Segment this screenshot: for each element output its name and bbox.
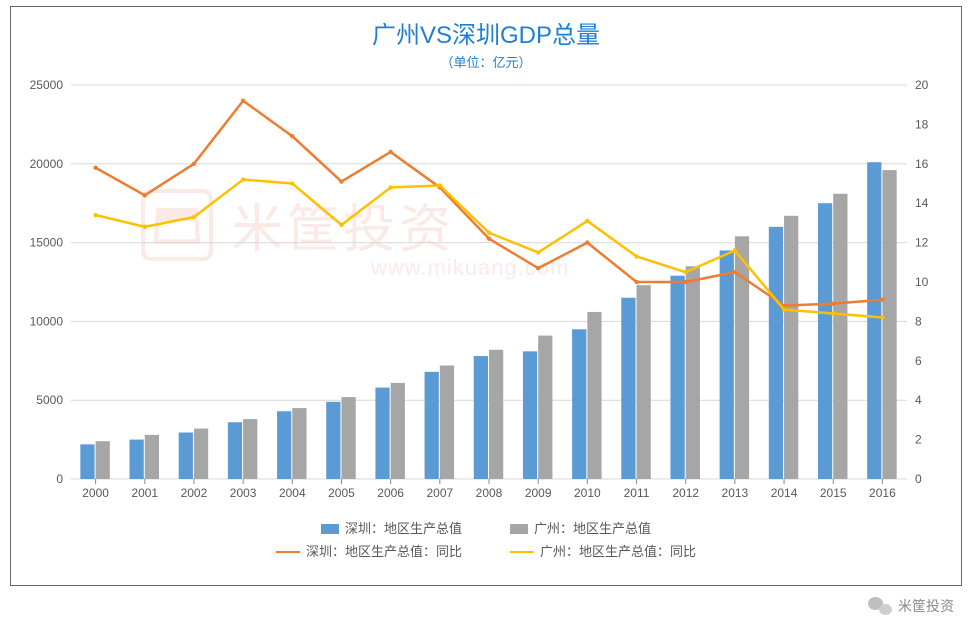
legend-item: 深圳：地区生产总值 <box>321 517 462 540</box>
bar <box>425 372 439 479</box>
bar <box>194 429 208 479</box>
plot-area: 0500010000150002000025000 02468101214161… <box>71 85 907 503</box>
legend-swatch-line-icon <box>510 551 534 553</box>
svg-text:2015: 2015 <box>820 486 847 500</box>
bar <box>882 170 896 479</box>
legend: 深圳：地区生产总值 广州：地区生产总值深圳：地区生产总值：同比 广州：地区生产总值：… <box>11 517 961 564</box>
chart-title: 广州VS深圳GDP总量 <box>11 15 961 50</box>
svg-text:6: 6 <box>915 354 922 368</box>
bar <box>80 444 94 479</box>
svg-text:15000: 15000 <box>30 236 64 250</box>
bar <box>867 162 881 479</box>
wechat-icon <box>868 596 892 616</box>
bar <box>621 298 635 479</box>
svg-text:2002: 2002 <box>181 486 208 500</box>
svg-text:4: 4 <box>915 393 922 407</box>
bar <box>686 266 700 479</box>
legend-row: 深圳：地区生产总值 广州：地区生产总值 <box>11 517 961 540</box>
bar <box>228 422 242 479</box>
bar <box>375 388 389 479</box>
svg-text:2006: 2006 <box>377 486 404 500</box>
bar <box>489 350 503 479</box>
y-right-axis: 0 2 4 6 8 10 12 14 16 18 20 <box>915 78 929 486</box>
svg-text:16: 16 <box>915 157 929 171</box>
svg-text:2009: 2009 <box>525 486 552 500</box>
bar <box>145 435 159 479</box>
legend-label: 深圳：地区生产总值 <box>345 517 462 540</box>
svg-text:2004: 2004 <box>279 486 306 500</box>
svg-text:0: 0 <box>915 472 922 486</box>
legend-item: 广州：地区生产总值：同比 <box>510 540 696 563</box>
bar <box>670 276 684 479</box>
bar <box>326 402 340 479</box>
legend-item: 广州：地区生产总值 <box>510 517 651 540</box>
svg-text:2013: 2013 <box>722 486 749 500</box>
legend-label: 广州：地区生产总值 <box>534 517 651 540</box>
legend-label: 深圳：地区生产总值：同比 <box>306 540 462 563</box>
svg-text:0: 0 <box>56 472 63 486</box>
svg-text:5000: 5000 <box>36 393 63 407</box>
svg-text:2: 2 <box>915 433 922 447</box>
bar <box>833 194 847 479</box>
legend-swatch-bar-icon <box>321 524 339 534</box>
bar <box>341 397 355 479</box>
bar <box>179 433 193 479</box>
bar <box>637 285 651 479</box>
bar <box>277 411 291 479</box>
bar <box>769 227 783 479</box>
legend-swatch-line-icon <box>276 551 300 553</box>
svg-text:2010: 2010 <box>574 486 601 500</box>
svg-text:2003: 2003 <box>230 486 257 500</box>
line-series <box>93 99 884 320</box>
legend-row: 深圳：地区生产总值：同比 广州：地区生产总值：同比 <box>11 540 961 563</box>
svg-text:2011: 2011 <box>624 486 650 500</box>
line <box>96 180 883 318</box>
svg-text:25000: 25000 <box>30 78 64 92</box>
svg-text:2012: 2012 <box>672 486 699 500</box>
svg-text:20: 20 <box>915 78 929 92</box>
svg-text:20000: 20000 <box>30 157 64 171</box>
svg-text:2007: 2007 <box>426 486 453 500</box>
footer-brand-text: 米筐投资 <box>898 596 954 616</box>
svg-text:2000: 2000 <box>82 486 109 500</box>
bar <box>243 419 257 479</box>
chart-frame: 广州VS深圳GDP总量 （单位：亿元） 米筐投资 www.mikuang.com… <box>10 6 962 586</box>
legend-item: 深圳：地区生产总值：同比 <box>276 540 462 563</box>
legend-swatch-bar-icon <box>510 524 528 534</box>
bar <box>96 441 110 479</box>
bar <box>818 203 832 479</box>
svg-text:18: 18 <box>915 117 929 131</box>
legend-label: 广州：地区生产总值：同比 <box>540 540 696 563</box>
bar <box>587 312 601 479</box>
bar <box>720 250 734 479</box>
svg-text:2016: 2016 <box>869 486 896 500</box>
bar <box>523 351 537 479</box>
bar <box>572 329 586 479</box>
svg-text:8: 8 <box>915 314 922 328</box>
svg-text:2014: 2014 <box>771 486 798 500</box>
svg-text:2005: 2005 <box>328 486 355 500</box>
bar <box>292 408 306 479</box>
bar <box>784 216 798 479</box>
bar <box>474 356 488 479</box>
bar <box>391 383 405 479</box>
x-axis: 2000 2001 2002 2003 2004 2005 2006 2007 2008 2009… <box>82 479 896 500</box>
svg-text:2001: 2001 <box>131 486 158 500</box>
svg-text:14: 14 <box>915 196 929 210</box>
y-left-axis: 0 5000 10000 15000 20000 25000 <box>30 78 64 486</box>
svg-text:2008: 2008 <box>476 486 503 500</box>
bar <box>440 366 454 479</box>
svg-text:10000: 10000 <box>30 314 64 328</box>
svg-text:10: 10 <box>915 275 929 289</box>
bar <box>130 440 144 479</box>
footer-brand: 米筐投资 <box>868 596 954 616</box>
svg-text:12: 12 <box>915 236 929 250</box>
chart-subtitle: （单位：亿元） <box>11 52 961 71</box>
bar <box>538 336 552 479</box>
